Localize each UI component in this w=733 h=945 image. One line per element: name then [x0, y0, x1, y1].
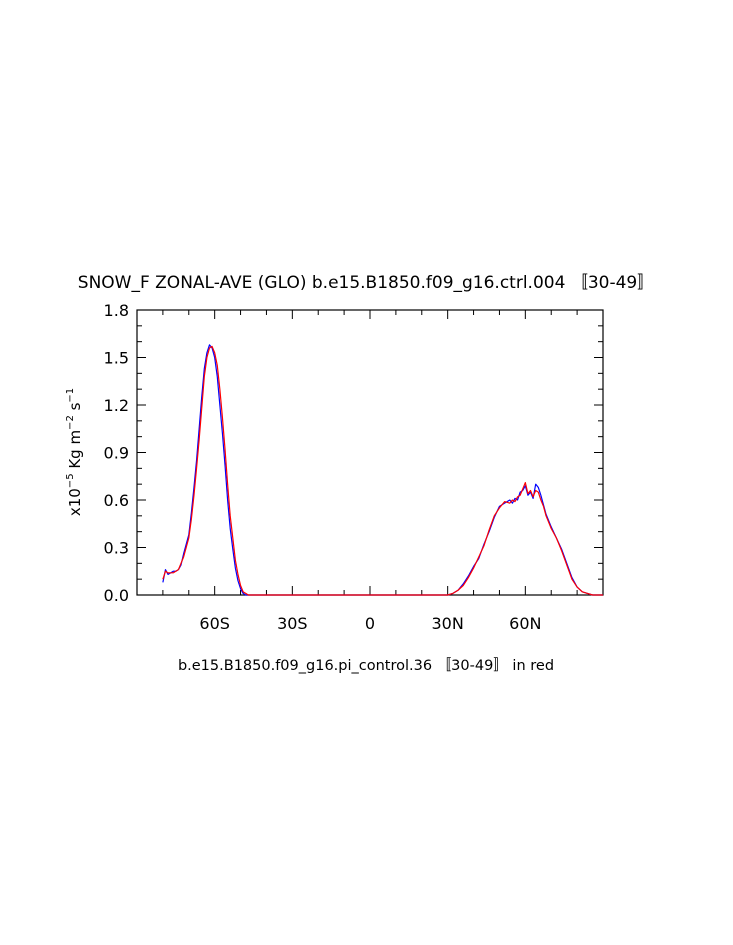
y-tick-label: 0.3 [104, 539, 129, 558]
y-tick-label: 1.2 [104, 396, 129, 415]
x-tick-label: 0 [365, 614, 375, 633]
chart-caption: b.e15.B1850.f09_g16.pi_control.36 〚30-49… [178, 657, 554, 674]
y-label-exp3: −1 [65, 388, 76, 403]
chart-title: SNOW_F ZONAL-AVE (GLO) b.e15.B1850.f09_g… [78, 273, 654, 293]
y-axis-label: x10−5 Kg m−2 s−1 [65, 388, 84, 516]
y-label-units-b: s [66, 402, 84, 415]
y-tick-label: 0.6 [104, 491, 129, 510]
y-label-prefix: x10 [66, 488, 84, 516]
y-tick-label: 1.8 [104, 301, 129, 320]
x-tick-label: 30N [432, 614, 464, 633]
series-line-red [162, 345, 603, 596]
y-label-units-a: Kg m [66, 430, 84, 474]
y-tick-label: 0.0 [104, 586, 129, 605]
x-tick-label: 30S [277, 614, 308, 633]
plot-area: 0.0 0.3 0.6 0.9 1.2 1.5 1.8 60S 30S 0 30N 60N [104, 301, 604, 633]
x-tick-label: 60S [199, 614, 230, 633]
y-tick-label: 0.9 [104, 444, 129, 463]
y-tick-label: 1.5 [104, 349, 129, 368]
x-tick-label: 60N [509, 614, 541, 633]
y-label-exp2: −2 [65, 415, 76, 430]
series-line-blue [162, 344, 603, 596]
y-label-exp1: −5 [65, 473, 76, 488]
